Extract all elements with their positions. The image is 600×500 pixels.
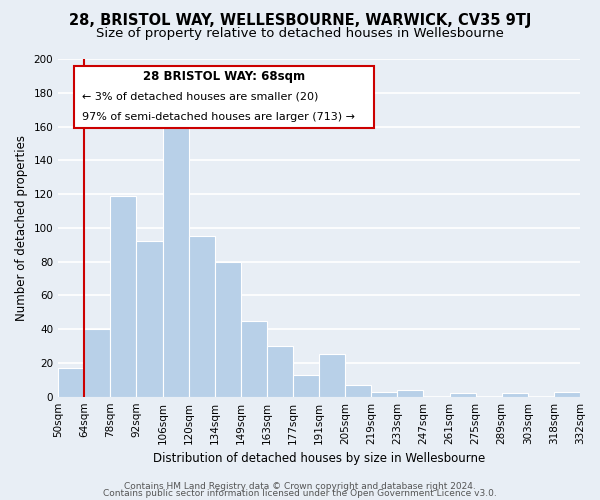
Bar [188, 236, 215, 396]
Text: 28 BRISTOL WAY: 68sqm: 28 BRISTOL WAY: 68sqm [143, 70, 305, 84]
Bar [371, 392, 397, 396]
Text: ← 3% of detached houses are smaller (20): ← 3% of detached houses are smaller (20) [82, 92, 318, 102]
Bar [136, 242, 163, 396]
Bar [58, 368, 84, 396]
Bar [267, 346, 293, 397]
Bar [293, 374, 319, 396]
Bar [449, 394, 476, 396]
X-axis label: Distribution of detached houses by size in Wellesbourne: Distribution of detached houses by size … [153, 452, 485, 465]
Bar [110, 196, 136, 396]
Text: 28, BRISTOL WAY, WELLESBOURNE, WARWICK, CV35 9TJ: 28, BRISTOL WAY, WELLESBOURNE, WARWICK, … [69, 12, 531, 28]
Bar [554, 392, 580, 396]
Bar [397, 390, 424, 396]
Bar [241, 320, 267, 396]
Text: Contains public sector information licensed under the Open Government Licence v3: Contains public sector information licen… [103, 488, 497, 498]
Bar [345, 385, 371, 396]
Y-axis label: Number of detached properties: Number of detached properties [15, 135, 28, 321]
Text: Contains HM Land Registry data © Crown copyright and database right 2024.: Contains HM Land Registry data © Crown c… [124, 482, 476, 491]
Bar [84, 329, 110, 396]
Text: 97% of semi-detached houses are larger (713) →: 97% of semi-detached houses are larger (… [82, 112, 355, 122]
Bar [163, 114, 188, 396]
Text: Size of property relative to detached houses in Wellesbourne: Size of property relative to detached ho… [96, 28, 504, 40]
Bar [502, 394, 528, 396]
Bar [215, 262, 241, 396]
Bar [319, 354, 345, 397]
FancyBboxPatch shape [74, 66, 374, 128]
